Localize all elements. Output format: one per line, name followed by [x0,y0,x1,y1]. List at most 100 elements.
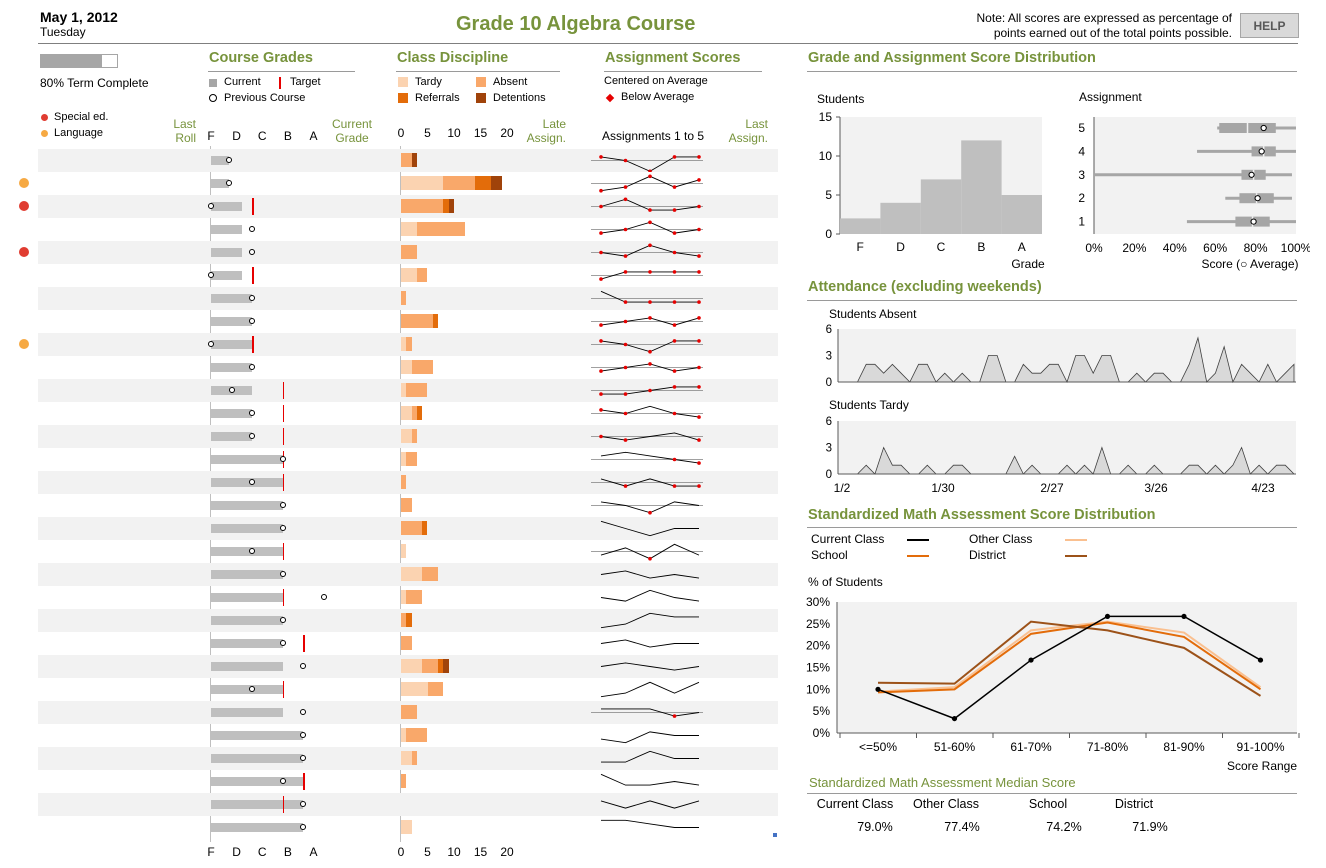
table-row[interactable] [38,195,778,218]
assignment-sparkline [591,362,703,373]
std-legend-swatch [907,539,929,541]
previous-course-marker [249,318,255,324]
assignment-sparkline [600,681,700,698]
discipline-tick-label: 10 [447,126,461,140]
table-row[interactable] [38,379,778,402]
median-value: 79.0% [857,820,893,834]
table-row[interactable] [38,241,778,264]
assignment-sparkline [600,800,700,809]
table-row[interactable] [38,724,778,747]
table-row[interactable] [38,287,778,310]
table-row[interactable] [38,494,778,517]
tardy-segment [401,751,412,765]
absent-segment [401,705,417,719]
tardy-segment [401,222,417,236]
below-average-point [697,270,701,274]
below-average-point [648,300,652,304]
current-grade-bar [211,432,252,441]
table-row[interactable] [38,149,778,172]
previous-course-marker [226,157,233,163]
assignment-sparkline [600,731,699,744]
below-average-point [599,250,603,255]
tardy-segment [401,590,407,604]
score-line [600,800,700,809]
attendance-title: Attendance (excluding weekends) [808,279,1042,295]
table-row[interactable] [38,770,778,793]
attendance-rule [807,300,1297,301]
assignment-sparkline [591,220,703,235]
table-row[interactable] [38,310,778,333]
below-average-point [648,388,652,393]
below-average-point [599,188,603,193]
below-average-point [599,204,603,209]
table-row[interactable] [38,517,778,540]
table-row[interactable] [38,402,778,425]
target-marker [282,405,285,422]
table-row[interactable] [38,425,778,448]
table-row[interactable] [38,793,778,816]
std-y-tick: 20% [806,639,830,653]
term-progress-bar [40,54,118,68]
table-row[interactable] [38,678,778,701]
table-row[interactable] [38,632,778,655]
last-assign-header-2: Assign. [728,131,768,145]
below-average-point [697,227,701,232]
table-row[interactable] [38,471,778,494]
table-row[interactable] [38,586,778,609]
current-legend-label: Current [224,76,261,88]
score-range-label: Score Range [1227,759,1297,773]
table-row[interactable] [38,609,778,632]
grade-dist-x-tick: A [1018,240,1026,254]
current-grade-bar [211,202,242,211]
referrals-legend-swatch [398,93,408,103]
table-row[interactable] [38,218,778,241]
table-row[interactable] [38,172,778,195]
current-grade-bar [211,570,283,579]
table-row[interactable] [38,563,778,586]
below-average-point [648,270,652,274]
table-row[interactable] [38,816,778,839]
grade-tick-label: F [207,845,215,859]
table-row[interactable] [38,701,778,724]
target-legend-swatch [279,77,281,89]
table-row[interactable] [38,356,778,379]
help-button[interactable]: HELP [1240,13,1299,38]
below-average-point [672,300,677,304]
tardy-y-tick: 6 [826,416,832,428]
median-header: District [1114,797,1154,811]
grade-dist-bar [1001,195,1042,234]
target-marker [282,428,285,445]
assignment-sparkline [591,339,703,354]
absent-segment [401,636,412,650]
below-average-point [697,316,701,320]
table-row[interactable] [38,448,778,471]
tardy-segment [401,383,407,397]
discipline-tick-label: 20 [500,126,514,140]
tardy-legend-label: Tardy [415,76,442,88]
students-axis-label: Students [817,92,865,106]
discipline-tick-label: 0 [397,126,405,140]
score-line [600,570,700,579]
table-row[interactable] [38,655,778,678]
score-line [600,451,700,464]
table-row[interactable] [38,747,778,770]
score-line [600,639,699,648]
table-row[interactable] [38,540,778,563]
current-grade-bar [211,547,283,556]
below-average-point [672,270,677,274]
resize-handle-icon[interactable] [773,833,777,837]
below-average-point [648,220,652,225]
current-grade-header-1: Current [331,117,372,131]
std-y-tick: 5% [813,704,831,718]
previous-course-marker [249,226,255,232]
current-grade-bar [211,271,242,280]
table-row[interactable] [38,333,778,356]
previous-course-marker [300,801,307,807]
table-row[interactable] [38,264,778,287]
assignment-sparkline [591,543,703,561]
absent-segment [411,751,417,765]
current-grade-bar [211,731,304,740]
below-average-point [697,155,701,159]
boxplot-x-tick: 0% [1085,241,1103,255]
assignment-sparkline [600,639,699,648]
